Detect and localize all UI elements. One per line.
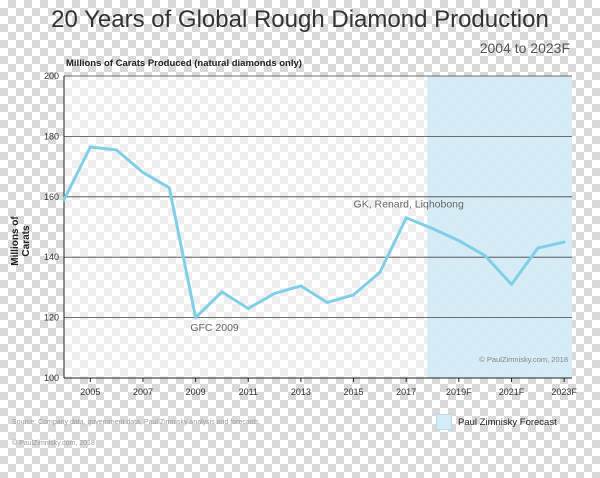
- y-tick-label-160: 160: [44, 192, 59, 202]
- data-point-2006: [115, 148, 119, 152]
- data-point-2023: [562, 240, 566, 244]
- data-point-2019: [457, 239, 461, 242]
- y-tick-label-140: 140: [44, 252, 59, 262]
- annotation-1: GK, Renard, Liqhobong: [354, 198, 464, 210]
- y-tick-label-200: 200: [44, 71, 59, 81]
- data-point-2016: [378, 270, 382, 274]
- data-point-2021: [510, 282, 513, 286]
- source-note: Source: Company data, government data, P…: [12, 419, 261, 426]
- chart-title: 20 Years of Global Rough Diamond Product…: [51, 6, 549, 33]
- x-tick-label-2007: 2007: [133, 387, 153, 397]
- x-tick-label-2009: 2009: [186, 387, 206, 397]
- series-line-0: [62, 145, 566, 320]
- forecast-region: [427, 76, 572, 378]
- x-tick-label-2015: 2015: [344, 387, 364, 397]
- x-tick-label-2005: 2005: [80, 387, 100, 397]
- unit-label: Millions of Carats Produced (natural dia…: [66, 58, 302, 69]
- data-point-2012: [273, 292, 276, 295]
- legend: Paul Zimnisky Forecast: [436, 414, 557, 430]
- data-point-2022: [536, 246, 540, 250]
- data-point-2008: [167, 186, 171, 190]
- x-tick-label-2013: 2013: [291, 387, 311, 397]
- x-tick-label-2019F: 2019F: [446, 387, 472, 397]
- data-point-2011: [246, 307, 250, 310]
- y-tick-label-120: 120: [44, 313, 59, 323]
- copyright-note: © PaulZimnisky.com, 2018: [12, 440, 95, 447]
- x-tick-label-2017: 2017: [396, 387, 416, 397]
- x-tick-label-2011: 2011: [239, 387, 258, 397]
- y-tick-label-100: 100: [44, 373, 59, 383]
- data-point-2018: [431, 227, 434, 230]
- legend-forecast-label: Paul Zimnisky Forecast: [458, 416, 557, 428]
- watermark: © PaulZimnisky.com, 2018: [479, 355, 568, 364]
- data-point-2005: [88, 145, 92, 149]
- data-point-2007: [141, 171, 145, 175]
- data-point-2020: [483, 254, 487, 258]
- data-point-2014: [325, 301, 329, 304]
- x-tick-label-2021F: 2021F: [499, 387, 525, 397]
- legend-forecast-swatch: [436, 414, 452, 430]
- data-point-2015: [352, 293, 355, 297]
- chart-subtitle: 2004 to 2023F: [479, 40, 570, 56]
- data-point-2004: [62, 198, 66, 202]
- annotation-0: GFC 2009: [190, 322, 239, 334]
- x-tick-label-2023F: 2023F: [551, 387, 577, 397]
- data-point-2010: [220, 290, 224, 294]
- data-point-2017: [404, 216, 408, 220]
- y-tick-label-180: 180: [44, 131, 59, 141]
- data-point-2013: [299, 284, 303, 288]
- data-point-2009: [194, 316, 198, 319]
